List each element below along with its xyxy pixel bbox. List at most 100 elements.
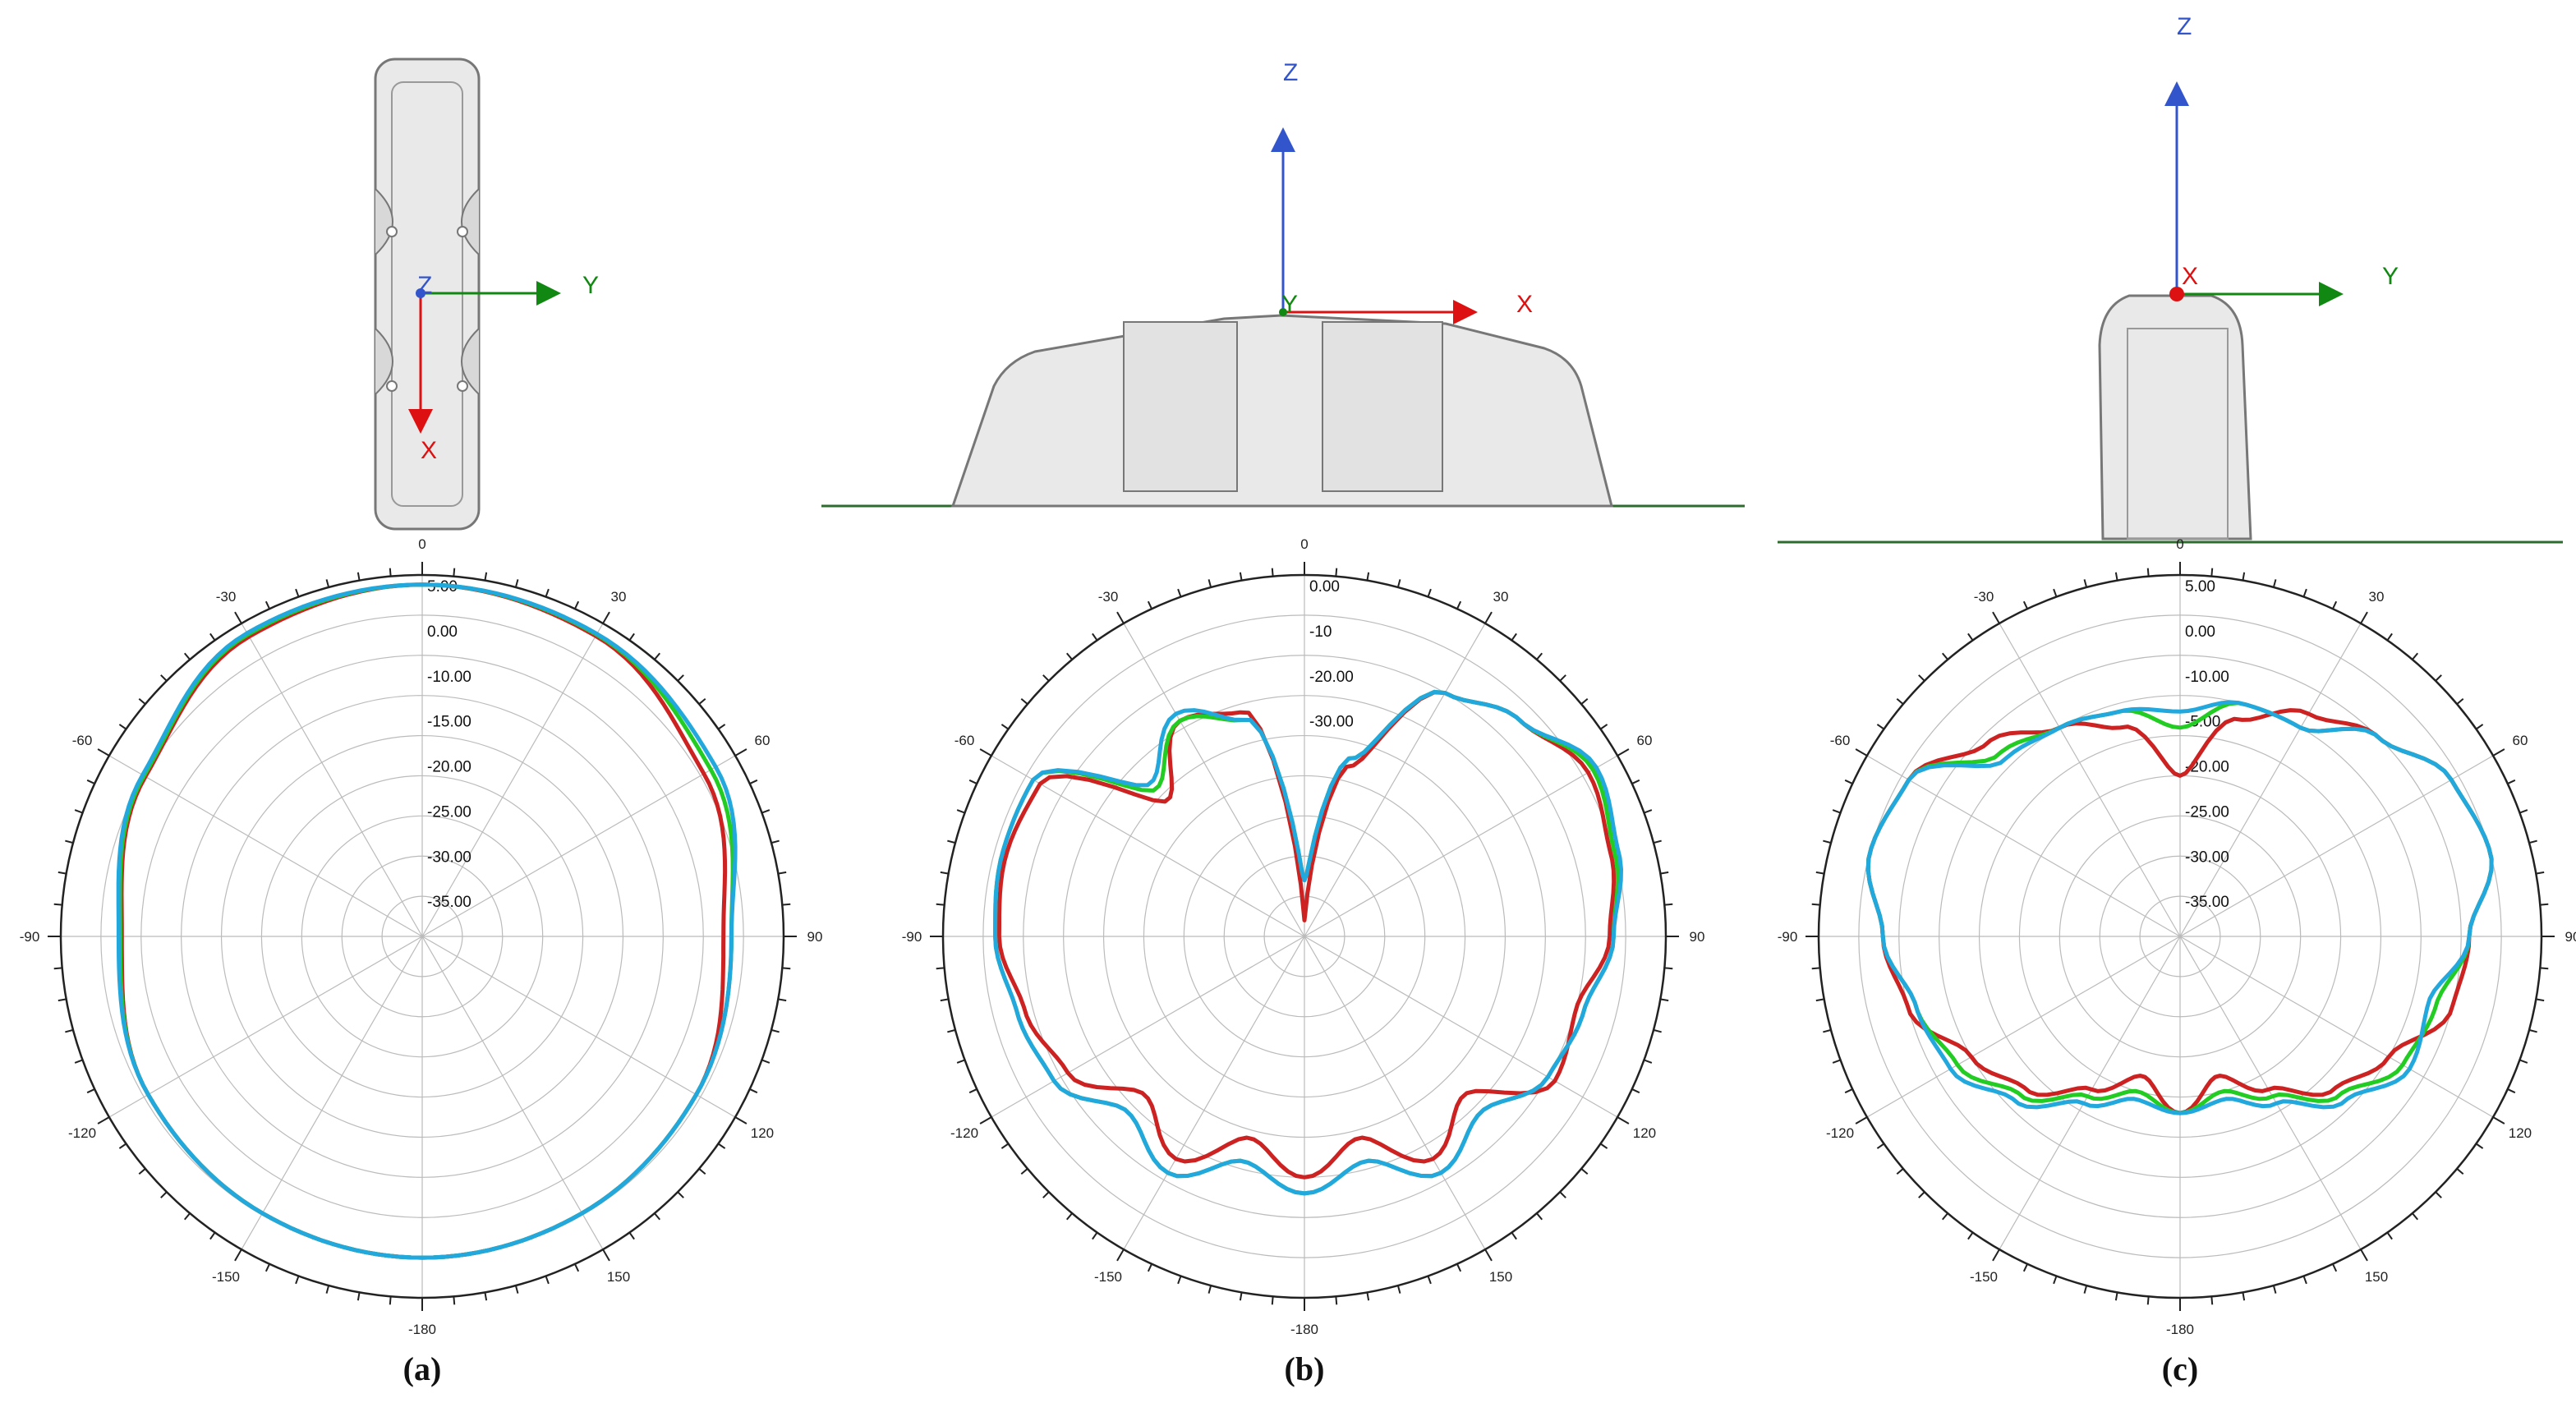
angle-tick	[2053, 588, 2058, 597]
angle-tick	[1366, 572, 1370, 581]
antenna-pillar	[1123, 321, 1238, 492]
angle-tick	[1042, 1191, 1050, 1198]
angle-tick	[1427, 588, 1432, 597]
angle-tick	[1396, 579, 1401, 588]
angle-tick	[1092, 1231, 1098, 1240]
antenna-cutout	[375, 188, 393, 255]
angle-tick	[2360, 611, 2368, 624]
angle-tick	[2536, 998, 2545, 1002]
angle-tick	[356, 572, 361, 581]
ring-label: -35.00	[427, 894, 472, 911]
angle-tick	[2210, 568, 2214, 577]
angle-tick	[1208, 1285, 1212, 1294]
angle-tick	[2146, 1296, 2150, 1305]
angle-tick	[1832, 809, 1841, 814]
angle-label: -90	[20, 929, 40, 945]
angle-tick	[1208, 579, 1212, 588]
angle-tick	[1653, 839, 1662, 844]
ring-label: -20.00	[1309, 669, 1354, 686]
series-line	[993, 689, 1623, 1196]
angle-label: 30	[611, 589, 627, 605]
ring-label: -20.00	[427, 759, 472, 776]
angle-tick	[654, 1212, 661, 1221]
grid-spoke	[1304, 936, 1486, 1250]
angle-tick	[1020, 1168, 1028, 1175]
angle-tick	[2022, 600, 2028, 609]
antenna-cutout	[461, 188, 480, 255]
angle-tick	[1147, 600, 1152, 609]
angle-tick	[264, 600, 270, 609]
angle-tick	[1617, 748, 1630, 757]
z-axis-origin	[416, 288, 426, 298]
angle-tick	[1823, 1028, 1832, 1033]
grid-spoke	[1123, 936, 1305, 1250]
angle-tick	[1844, 1088, 1853, 1094]
angle-tick	[770, 1028, 780, 1033]
antenna-body-end	[2098, 294, 2252, 540]
ring-label: -25.00	[2185, 803, 2229, 821]
angle-tick	[160, 674, 168, 682]
angle-tick	[770, 839, 780, 844]
angle-tick	[1239, 572, 1243, 581]
ring-label: 0.00	[427, 623, 458, 641]
angle-tick	[968, 1088, 978, 1094]
angle-tick	[1992, 1249, 2000, 1262]
angle-tick	[545, 588, 550, 597]
angle-tick	[183, 1212, 191, 1221]
angle-tick	[325, 1285, 330, 1294]
ring-label: -10.00	[427, 669, 472, 686]
angle-tick	[940, 998, 949, 1002]
antenna-pillar	[1322, 321, 1443, 492]
ring-label: -30.00	[1309, 714, 1354, 731]
angle-label: 90	[807, 929, 823, 945]
angle-label: 120	[2509, 1125, 2532, 1141]
angle-tick	[74, 809, 83, 814]
screw-hole	[457, 226, 468, 237]
angle-tick	[53, 903, 62, 906]
angle-label: -30	[1098, 589, 1119, 605]
axis-label-x: X	[421, 437, 437, 464]
angle-tick	[2272, 1285, 2277, 1294]
angle-tick	[325, 579, 330, 588]
angle-tick	[761, 809, 770, 814]
angle-tick	[389, 568, 392, 577]
angle-tick	[453, 1296, 456, 1305]
angle-tick	[1366, 1292, 1370, 1301]
grid-spoke	[421, 936, 604, 1250]
angle-tick	[2492, 748, 2505, 757]
angle-label: -150	[1094, 1269, 1122, 1285]
axis-label-y: Y	[2382, 263, 2399, 290]
angle-tick	[1536, 652, 1543, 660]
angle-tick	[1177, 588, 1182, 597]
angle-tick	[936, 903, 945, 906]
angle-label: 60	[2512, 733, 2528, 748]
angle-tick	[2302, 588, 2307, 597]
angle-label: 0	[1300, 536, 1308, 552]
angle-tick	[2242, 572, 2246, 581]
grid-spoke	[1304, 755, 1618, 937]
angle-tick	[1896, 1168, 1904, 1175]
ring-label: -5.00	[2185, 714, 2220, 731]
angle-tick	[356, 1292, 361, 1301]
grid-spoke	[108, 936, 423, 1118]
angle-label: -120	[68, 1125, 96, 1141]
angle-tick	[545, 1276, 550, 1285]
angle-tick	[677, 674, 684, 682]
angle-tick	[2507, 779, 2516, 784]
angle-label: -90	[1778, 929, 1798, 945]
angle-tick	[1511, 632, 1517, 642]
grid-spoke	[1999, 936, 2181, 1250]
axis-label-y: Y	[1281, 291, 1298, 318]
angle-tick	[1855, 748, 1868, 757]
angle-label: -90	[902, 929, 922, 945]
model-view-b: Z X Y	[821, 59, 1745, 508]
angle-tick	[1992, 611, 2000, 624]
angle-tick	[2210, 1296, 2214, 1305]
angle-label: 150	[607, 1269, 630, 1285]
grid-spoke	[1999, 623, 2181, 937]
angle-tick	[2332, 1263, 2338, 1272]
angle-tick	[1147, 1263, 1152, 1272]
angle-tick	[1559, 674, 1566, 682]
angle-tick	[574, 600, 580, 609]
